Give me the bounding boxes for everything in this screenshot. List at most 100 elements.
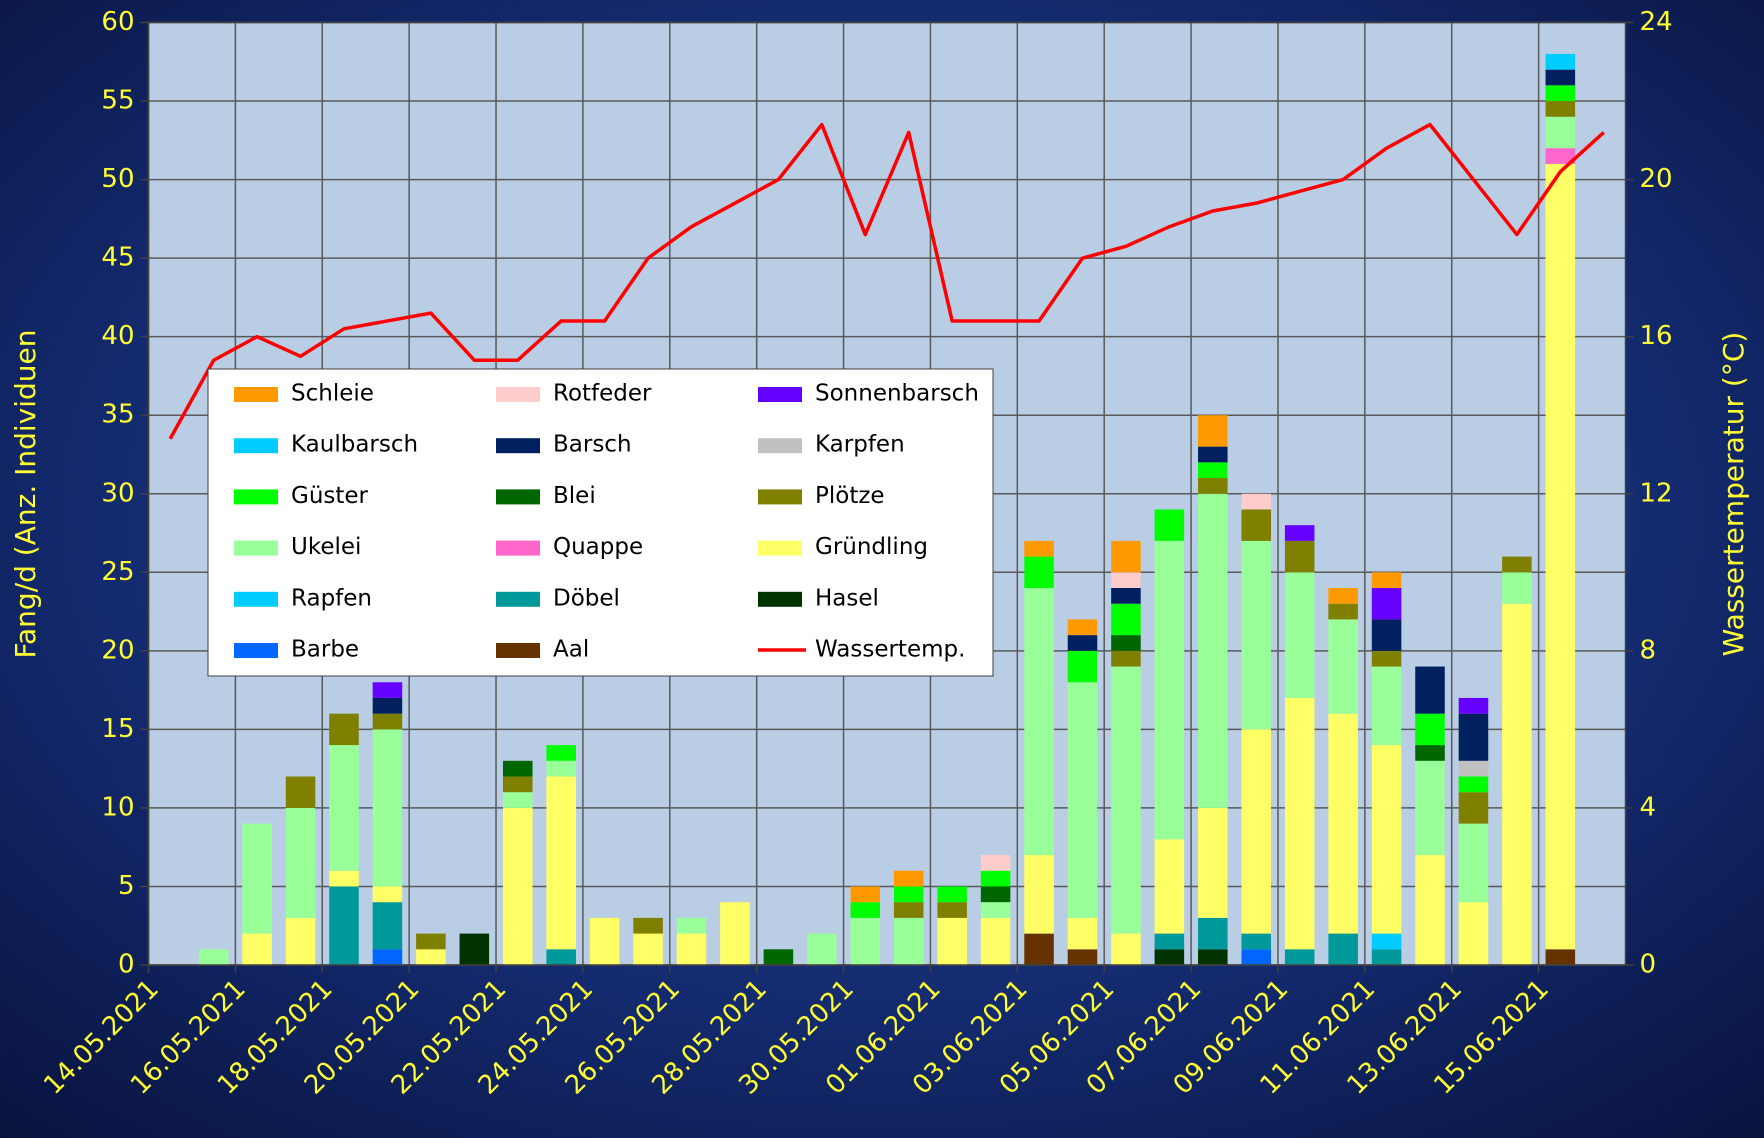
legend-swatch [496, 591, 540, 607]
bar-segment [1198, 446, 1228, 463]
bar-segment [1371, 588, 1402, 620]
bar-segment [502, 760, 533, 777]
bar-segment [416, 949, 446, 965]
bar-segment [1502, 603, 1532, 965]
bar-segment [1284, 525, 1315, 541]
bar-segment [1154, 540, 1185, 840]
bar-segment [633, 933, 663, 965]
bar-segment [1198, 478, 1228, 494]
legend-swatch [234, 643, 278, 658]
legend-label: Wassertemp. [815, 637, 965, 663]
bar-segment [1545, 85, 1576, 102]
bar-segment [1024, 540, 1054, 557]
bar-segment [937, 917, 967, 965]
bar-segment [502, 792, 533, 808]
bar-segment [850, 902, 881, 918]
legend-label: Barbe [291, 637, 359, 663]
bar-segment [980, 902, 1011, 918]
bar-segment [372, 729, 403, 887]
legend-label: Gründling [815, 534, 928, 560]
legend-swatch [496, 540, 540, 556]
bar-segment [1024, 933, 1054, 965]
bar-segment [1371, 572, 1402, 588]
bar-segment [1154, 933, 1185, 950]
bar-segment [1067, 682, 1098, 918]
bar-segment [1458, 902, 1489, 965]
y-tick-label: 10 [101, 792, 134, 822]
bar-segment [329, 870, 359, 887]
bar-segment [1284, 572, 1315, 698]
bar-segment [1545, 116, 1576, 149]
bar-segment [1067, 619, 1098, 636]
bar-segment [1284, 697, 1315, 950]
bar-segment [937, 902, 967, 918]
legend-label: Plötze [815, 483, 885, 509]
legend-label: Karpfen [815, 432, 905, 458]
bar-segment [1415, 713, 1445, 746]
legend-swatch [234, 591, 278, 607]
bar-segment [372, 886, 403, 903]
bar-segment [1111, 540, 1141, 573]
bar-segment [242, 823, 272, 934]
bar-segment [1371, 949, 1402, 965]
bar-segment [459, 933, 490, 965]
legend-label: Sonnenbarsch [815, 381, 979, 407]
bar-segment [1241, 729, 1272, 934]
legend-swatch [758, 489, 802, 505]
bar-segment [850, 886, 881, 903]
y-tick-label: 35 [101, 400, 134, 430]
bar-segment [1328, 933, 1358, 965]
legend-swatch [234, 489, 278, 505]
bar-segment [1241, 949, 1272, 965]
bar-segment [1458, 776, 1489, 793]
bar-segment [1024, 588, 1054, 856]
legend-box [207, 368, 994, 677]
bar-segment [1111, 933, 1141, 965]
bar-segment [893, 886, 924, 903]
legend-label: Quappe [553, 534, 643, 560]
bar-segment [285, 917, 316, 965]
legend-label: Güster [291, 483, 369, 509]
bar-segment [1458, 792, 1489, 824]
bar-segment [1415, 666, 1445, 714]
legend-label: Barsch [553, 432, 632, 458]
legend-label: Ukelei [291, 534, 361, 560]
bar-segment [285, 807, 316, 918]
bar-segment [1111, 635, 1141, 651]
y-tick-label: 45 [101, 243, 134, 273]
bar-segment [1241, 540, 1272, 730]
y2-tick-label: 20 [1640, 164, 1673, 194]
bar-segment [1111, 572, 1141, 588]
y2-tick-label: 8 [1640, 635, 1657, 665]
bar-segment [1024, 556, 1054, 588]
bar-segment [893, 917, 924, 965]
bar-segment [1198, 462, 1228, 479]
bar-segment [372, 713, 403, 730]
temperature-line [168, 122, 1605, 440]
bar-segment [1067, 949, 1098, 965]
legend-label: Hasel [815, 585, 879, 611]
bar-segment [1067, 917, 1098, 950]
bar-segment [1415, 760, 1445, 856]
bar-segment [1111, 603, 1141, 636]
bar-segment [1198, 917, 1228, 950]
bar-segment [850, 917, 881, 965]
bar-segment [676, 933, 707, 965]
bar-segment [1545, 148, 1576, 164]
bar-segment [1371, 745, 1402, 934]
legend-swatch [234, 387, 278, 402]
y-tick-label: 0 [118, 950, 135, 980]
legend-label: Schleie [291, 381, 374, 407]
y-tick-label: 15 [101, 714, 134, 744]
bar-segment [372, 682, 403, 698]
bar-segment [1371, 650, 1402, 667]
bar-segment [1198, 949, 1228, 965]
bar-segment [285, 776, 316, 808]
bar-segment [1111, 666, 1141, 934]
bar-segment [1328, 713, 1358, 934]
y2-tick-label: 12 [1640, 478, 1673, 508]
bar-segment [1198, 493, 1228, 808]
bar-segment [720, 902, 750, 965]
bar-segment [1545, 949, 1576, 965]
bar-segment [372, 697, 403, 714]
